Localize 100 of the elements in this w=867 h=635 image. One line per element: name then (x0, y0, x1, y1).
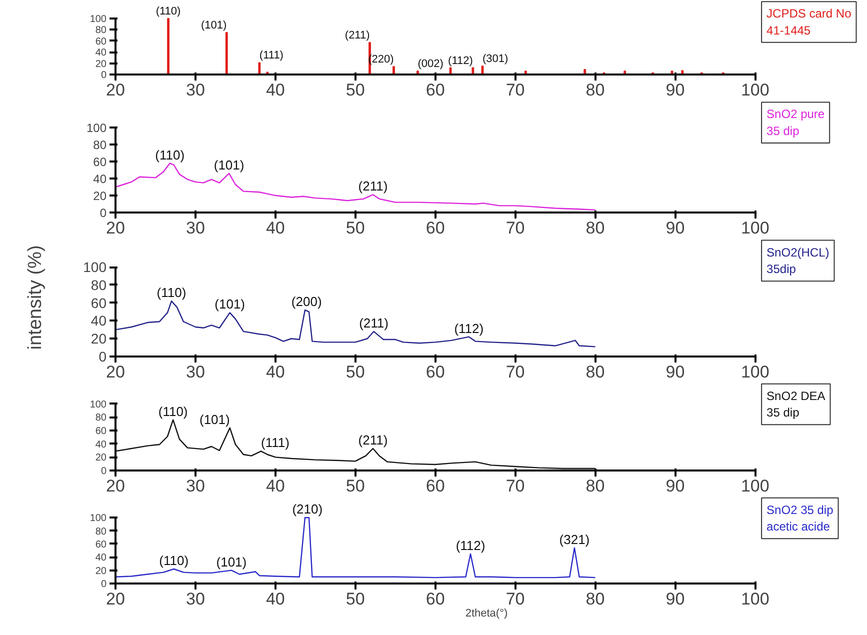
x-tick-label: 80 (586, 362, 605, 382)
x-tick-label: 90 (666, 476, 685, 496)
annotation: (110) (156, 5, 181, 18)
annotation: (110) (156, 285, 186, 300)
y-tick-label: 40 (90, 312, 107, 329)
x-tick-label: 70 (506, 476, 525, 496)
x-tick-label: 50 (346, 476, 365, 496)
x-tick-label: 100 (740, 590, 770, 608)
y-tick-label: 0 (100, 466, 107, 477)
y-tick-label: 40 (95, 48, 107, 59)
annotation: (112) (448, 54, 473, 67)
annotation: (301) (482, 53, 508, 66)
x-tick-label: 100 (740, 218, 770, 238)
y-tick-label: 40 (95, 552, 107, 564)
x-tick-label: 30 (186, 590, 205, 608)
y-tick-label: 20 (95, 58, 107, 70)
annotation: (200) (291, 294, 322, 310)
x-tick-label: 100 (740, 476, 770, 496)
annotation: (101) (200, 19, 227, 32)
y-tick-label: 80 (95, 412, 107, 424)
x-tick-label: 30 (186, 80, 205, 100)
x-tick-label: 40 (266, 80, 285, 100)
x-tick-label: 60 (426, 80, 445, 100)
y-tick-label: 0 (98, 348, 107, 364)
text: SnO2 DEA 35 dip (766, 388, 826, 420)
x-tick-label: 80 (586, 590, 605, 608)
annotation: (101) (214, 157, 244, 172)
x-tick-label: 40 (266, 362, 285, 382)
x-tick-label: 60 (426, 590, 445, 608)
x-tick-label: 60 (426, 218, 445, 238)
x-tick-label: 90 (666, 362, 685, 382)
y-tick-label: 60 (95, 539, 107, 550)
x-tick-label: 60 (426, 362, 445, 382)
y-tick-label: 60 (90, 294, 107, 311)
annotation: (211) (358, 432, 388, 448)
x-tick-label: 100 (740, 80, 770, 100)
y-tick-label: 100 (83, 259, 107, 276)
text: SnO2 35 dip acetic acide (766, 502, 834, 534)
text: JCPDS card No 41-1445 (766, 6, 852, 38)
annotation: (110) (158, 404, 188, 419)
x-tick-label: 80 (586, 80, 605, 100)
y-tick-label: 100 (90, 14, 107, 25)
x-tick-label: 40 (266, 218, 285, 238)
y-tick-label: 80 (95, 25, 107, 36)
x-tick-label: 30 (186, 362, 205, 382)
x-tick-label: 70 (506, 590, 525, 608)
y-tick-label: 40 (95, 439, 107, 450)
annotation: (101) (216, 554, 247, 570)
y-tick-label: 0 (100, 206, 107, 220)
x-tick-label: 40 (266, 476, 285, 496)
x-tick-label: 100 (740, 362, 770, 382)
annotation: (101) (214, 296, 246, 312)
x-axis-title: 2theta(°) (465, 608, 508, 620)
y-tick-label: 40 (93, 172, 107, 186)
annotation: (101) (199, 412, 230, 427)
y-tick-label: 100 (86, 121, 107, 136)
x-tick-label: 30 (186, 476, 205, 496)
y-tick-label: 80 (90, 276, 107, 293)
y-tick-label: 80 (93, 138, 107, 152)
x-tick-label: 80 (586, 476, 605, 496)
x-tick-label: 50 (346, 362, 365, 382)
y-axis-title: intensity (%) (25, 245, 46, 350)
annotation: (211) (359, 315, 388, 330)
y-tick-label: 60 (93, 155, 107, 170)
annotation: (002) (418, 58, 444, 70)
annotation: (211) (344, 30, 370, 42)
annotation: (111) (259, 50, 284, 62)
y-tick-label: 100 (90, 513, 107, 524)
y-tick-label: 0 (100, 70, 107, 81)
y-tick-label: 20 (90, 330, 107, 347)
annotation: (110) (159, 553, 189, 568)
y-tick-label: 100 (90, 399, 107, 410)
annotation: (321) (559, 532, 590, 547)
x-tick-label: 70 (506, 80, 525, 100)
y-tick-label: 80 (95, 526, 107, 538)
y-tick-label: 20 (93, 189, 107, 204)
x-tick-label: 70 (506, 218, 525, 238)
annotation: (112) (456, 538, 486, 553)
y-tick-label: 20 (95, 452, 107, 464)
y-tick-label: 60 (95, 426, 107, 437)
x-tick-label: 70 (506, 362, 525, 382)
annotation: (110) (155, 147, 185, 162)
x-tick-label: 90 (666, 80, 685, 100)
x-tick-label: 90 (666, 590, 685, 608)
annotation: (211) (358, 178, 388, 194)
x-tick-label: 50 (346, 218, 365, 238)
annotation: (210) (292, 502, 323, 517)
x-tick-label: 30 (186, 218, 205, 238)
text: SnO2(HCL) 35dip (766, 245, 830, 276)
annotation: (111) (261, 435, 290, 450)
x-tick-label: 60 (426, 476, 445, 496)
x-tick-label: 50 (346, 590, 365, 608)
y-tick-label: 60 (95, 36, 107, 48)
y-tick-label: 0 (100, 579, 107, 590)
x-tick-label: 90 (666, 218, 685, 238)
x-tick-label: 80 (586, 218, 605, 238)
x-tick-label: 50 (346, 80, 365, 100)
y-tick-label: 20 (95, 566, 107, 577)
annotation: (112) (454, 320, 484, 336)
text: SnO2 pure 35 dip (766, 107, 825, 138)
